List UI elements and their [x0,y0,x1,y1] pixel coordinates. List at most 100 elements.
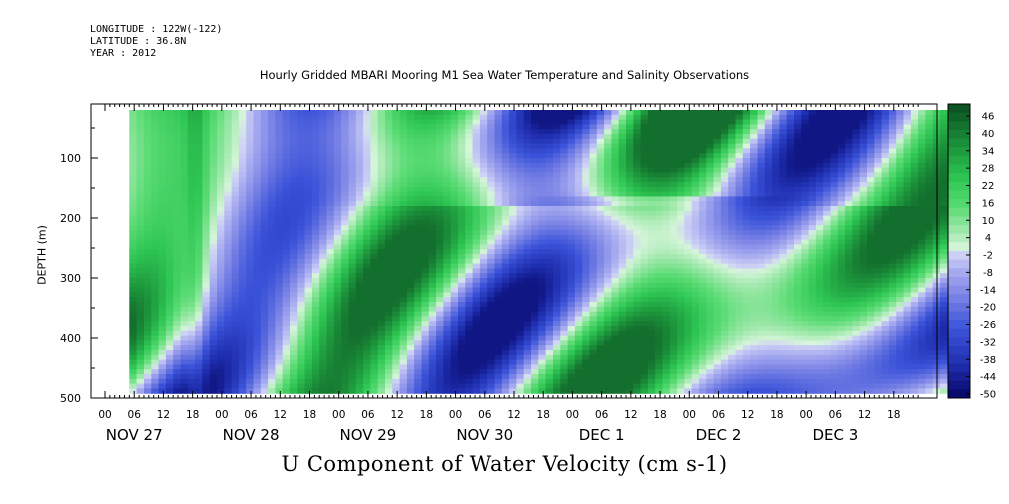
heatmap-cell [290,292,298,298]
heatmap-cell [341,114,349,121]
heatmap-cell [290,172,298,178]
heatmap-cell [246,110,255,116]
heatmap-cell [414,225,423,231]
heatmap-cell [355,306,364,313]
heatmap-cell [699,186,707,193]
heatmap-cell [742,182,751,188]
heatmap-cell [677,230,685,236]
heatmap-cell [699,326,707,332]
heatmap-cell [195,258,203,265]
heatmap-cell [275,278,284,284]
heatmap-cell [158,177,167,183]
heatmap-cell [669,263,678,269]
heatmap-cell [458,249,466,255]
heatmap-cell [538,225,547,231]
heatmap-cell [385,134,393,140]
heatmap-cell [487,278,496,284]
heatmap-cell [567,316,576,322]
heatmap-cell [421,119,430,125]
heatmap-cell [341,129,349,135]
heatmap-cell [509,124,517,130]
heatmap-cell [728,129,737,135]
heatmap-cell [516,369,525,375]
heatmap-cell [341,196,349,202]
heatmap-cell [224,258,233,265]
heatmap-cell [720,119,729,125]
heatmap-cell [136,345,145,351]
heatmap-cell [494,330,503,337]
heatmap-cell [217,134,225,140]
heatmap-cell [363,383,371,389]
heatmap-cell [604,282,612,289]
heatmap-cell [574,167,583,173]
heatmap-cell [209,383,218,389]
heatmap-cell [553,148,561,154]
heatmap-cell [428,134,437,140]
heatmap-cell [545,234,554,241]
heatmap-cell [450,167,459,173]
heatmap-cell [574,388,583,394]
heatmap-cell [297,282,306,289]
heatmap-cell [691,378,700,385]
heatmap-cell [618,249,627,255]
heatmap-cell [574,244,583,250]
heatmap-cell [370,374,379,380]
heatmap-cell [735,254,744,260]
heatmap-cell [319,311,328,317]
heatmap-cell [545,244,554,250]
heatmap-cell [187,201,196,207]
heatmap-cell [618,191,627,197]
heatmap-cell [633,364,642,370]
heatmap-cell [611,153,620,159]
heatmap-cell [421,350,430,356]
heatmap-cell [582,388,591,394]
heatmap-cell [487,162,496,169]
heatmap-cell [304,129,313,135]
heatmap-cell [231,191,240,197]
heatmap-cell [217,244,225,250]
heatmap-cell [377,326,386,332]
heatmap-cell [173,340,182,346]
heatmap-cell [735,182,744,188]
heatmap-cell [341,210,349,217]
heatmap-cell [428,158,437,164]
heatmap-cell [238,326,247,332]
heatmap-cell [677,345,685,351]
heatmap-cell [501,119,510,125]
heatmap-cell [596,234,605,241]
heatmap-cell [487,234,496,241]
heatmap-cell [553,282,561,289]
heatmap-cell [472,129,481,135]
heatmap-cell [545,268,554,274]
heatmap-cell [202,220,211,226]
heatmap-cell [494,172,503,178]
heatmap-cell [392,383,401,389]
heatmap-cell [311,263,320,269]
heatmap-cell [494,230,503,236]
heatmap-cell [720,172,729,178]
heatmap-cell [553,177,561,183]
heatmap-cell [399,345,408,351]
heatmap-cell [246,244,255,250]
heatmap-cell [363,138,371,145]
heatmap-cell [567,148,576,154]
heatmap-cell [363,191,371,197]
heatmap-cell [304,345,313,351]
heatmap-cell [691,220,700,226]
heatmap-cell [297,230,306,236]
heatmap-cell [494,321,503,327]
heatmap-cell [231,210,240,217]
heatmap-cell [173,220,182,226]
heatmap-cell [195,311,203,317]
heatmap-cell [706,148,715,154]
heatmap-cell [735,359,744,365]
heatmap-cell [523,297,532,303]
heatmap-cell [173,124,182,130]
heatmap-cell [516,258,525,265]
heatmap-cell [341,335,349,341]
heatmap-cell [187,258,196,265]
heatmap-cell [574,210,583,217]
heatmap-cell [728,354,737,361]
heatmap-cell [538,129,547,135]
heatmap-cell [626,234,634,241]
